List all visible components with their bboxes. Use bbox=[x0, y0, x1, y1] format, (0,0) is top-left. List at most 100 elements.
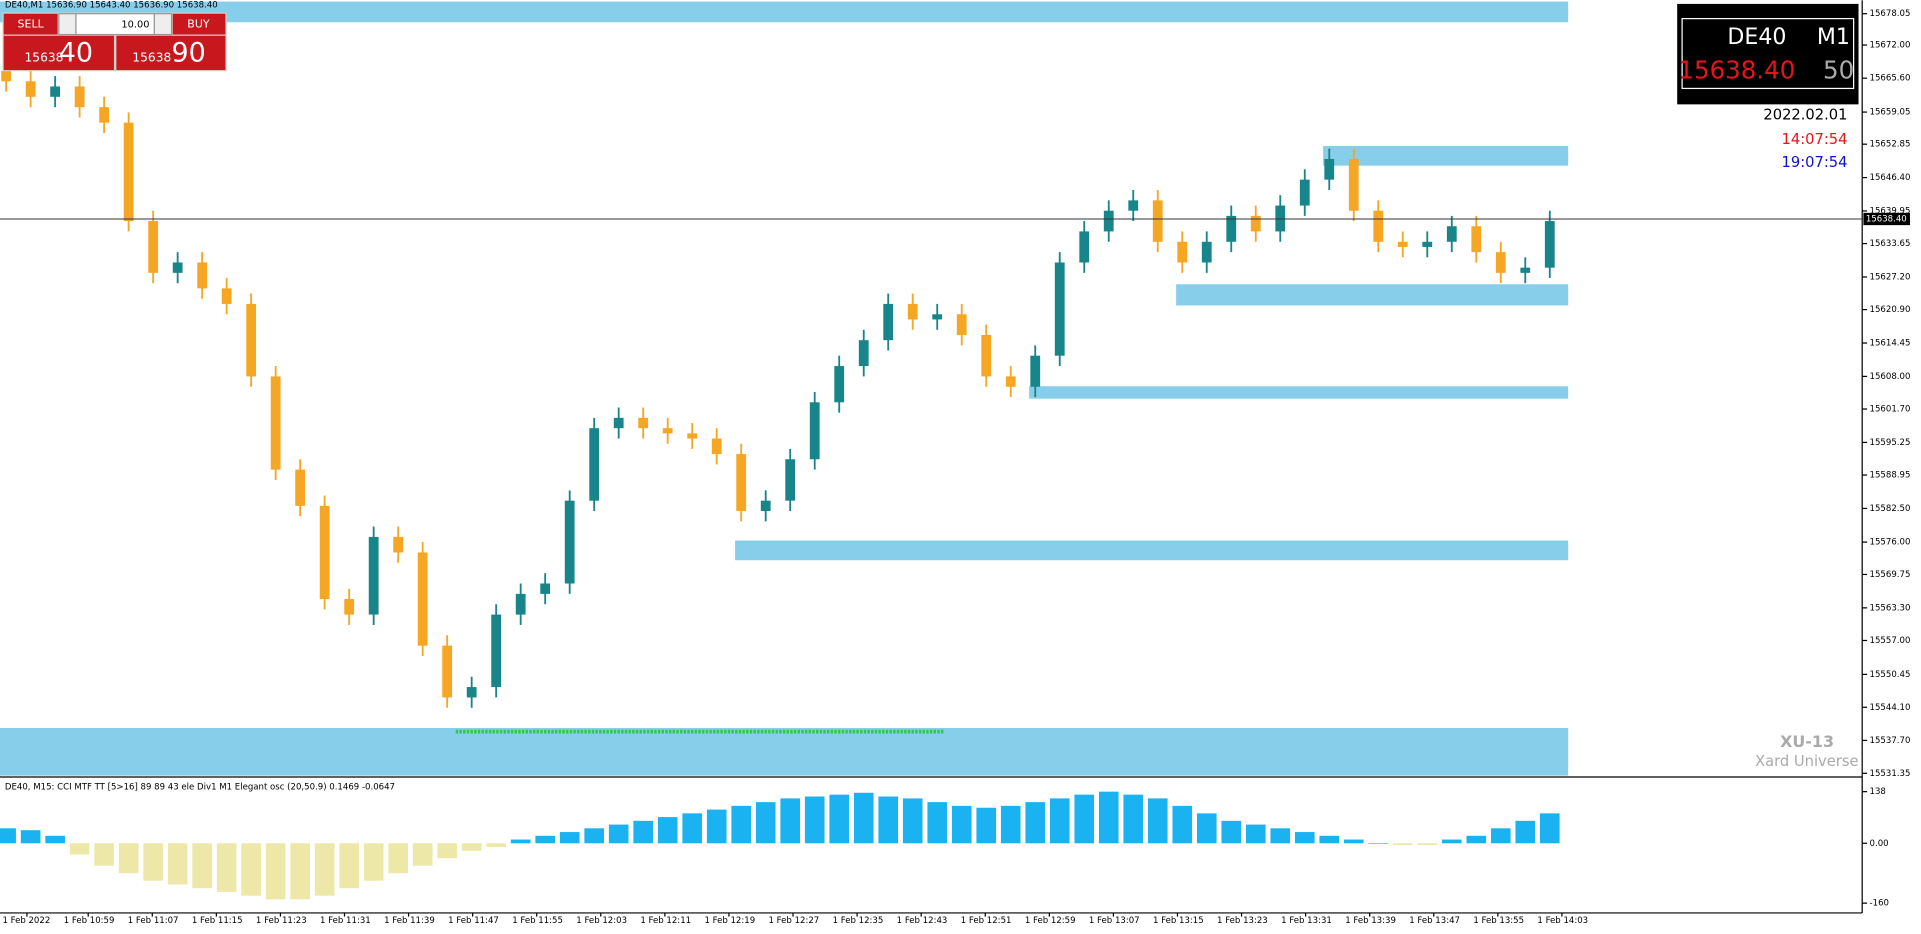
osc-bar bbox=[1490, 828, 1511, 844]
y-tick-label: 15627.20 bbox=[1870, 272, 1911, 282]
candle-body bbox=[1030, 355, 1041, 387]
y-tick-label: 15665.60 bbox=[1870, 74, 1911, 84]
y-tick-label: 15633.65 bbox=[1870, 239, 1911, 249]
sell-button[interactable] bbox=[3, 13, 58, 35]
candle-body bbox=[589, 428, 600, 501]
candle-body bbox=[319, 505, 330, 600]
bid-small[interactable]: 40 bbox=[59, 38, 93, 69]
buy-label[interactable]: BUY bbox=[187, 18, 210, 31]
y-tick-label: 15582.50 bbox=[1870, 504, 1911, 514]
candle-body bbox=[883, 303, 894, 341]
ask-big[interactable]: 15638 bbox=[132, 50, 171, 64]
osc-bar bbox=[314, 843, 335, 896]
y-tick-label: 15620.90 bbox=[1870, 305, 1911, 315]
candle-body bbox=[687, 433, 698, 439]
current-price-tag bbox=[1863, 212, 1910, 226]
candle-body bbox=[932, 314, 943, 320]
osc-bar bbox=[1466, 835, 1487, 844]
candle-body bbox=[834, 366, 845, 403]
osc-bar bbox=[1270, 828, 1291, 844]
candle-body bbox=[613, 417, 624, 429]
y-tick-label: 15563.30 bbox=[1870, 603, 1911, 613]
osc-bar bbox=[363, 843, 384, 881]
osc-bar bbox=[388, 843, 408, 874]
volume-up[interactable] bbox=[153, 13, 173, 36]
candle-body bbox=[1446, 226, 1457, 242]
y-tick-label: 15601.70 bbox=[1870, 405, 1911, 415]
ask-small[interactable]: 90 bbox=[172, 38, 206, 69]
info-price: 15638.40 bbox=[1678, 55, 1795, 84]
candle-body bbox=[172, 262, 183, 273]
candle-body bbox=[148, 221, 159, 273]
osc-bar bbox=[1368, 843, 1389, 844]
zone bbox=[735, 540, 1569, 561]
x-tick-label: 1 Feb 13:47 bbox=[1409, 916, 1460, 926]
ask-box[interactable] bbox=[116, 35, 226, 71]
osc-bar bbox=[608, 824, 629, 844]
x-tick-label: 1 Feb 11:23 bbox=[256, 916, 307, 926]
osc-bar bbox=[1245, 824, 1266, 844]
y-tick-label: 15537.70 bbox=[1870, 736, 1911, 746]
sell-label[interactable]: SELL bbox=[18, 18, 45, 31]
candle-body bbox=[515, 593, 526, 615]
zones bbox=[0, 1, 1569, 776]
bid-big[interactable]: 15638 bbox=[25, 50, 64, 64]
osc-bar bbox=[461, 843, 482, 851]
x-tick-label: 1 Feb 11:15 bbox=[192, 916, 243, 926]
osc-bar bbox=[1098, 791, 1119, 844]
y-tick-label: 15639.95 bbox=[1870, 206, 1911, 216]
osc-bar bbox=[437, 843, 457, 859]
candle-body bbox=[1054, 262, 1065, 356]
info-box: DE40 M1 15638.40 50 2022.02.01 14:07:54 … bbox=[1677, 3, 1859, 171]
x-tick-label: 1 Feb 12:27 bbox=[769, 916, 820, 926]
candle-body bbox=[393, 536, 404, 553]
candle-body bbox=[858, 340, 869, 367]
osc-bar bbox=[559, 832, 580, 844]
x-tick-label: 1 Feb 11:55 bbox=[512, 916, 563, 926]
y-tick-label: 15576.00 bbox=[1870, 538, 1911, 548]
bid-box[interactable] bbox=[3, 35, 114, 71]
y-tick-label: 15646.40 bbox=[1870, 173, 1911, 183]
osc-bar bbox=[167, 843, 188, 885]
zone bbox=[0, 1, 1569, 23]
candle-body bbox=[491, 614, 502, 688]
zone bbox=[0, 727, 1569, 776]
y-tick-label: 15652.85 bbox=[1870, 140, 1911, 150]
volume-value[interactable]: 10.00 bbox=[121, 20, 149, 31]
osc-bar bbox=[927, 802, 948, 844]
osc-bar bbox=[192, 843, 212, 889]
osc-bar bbox=[902, 798, 923, 844]
osc-bar bbox=[45, 835, 65, 844]
osc-bar bbox=[1049, 798, 1070, 844]
osc-bar bbox=[657, 817, 678, 844]
osc-bar bbox=[829, 794, 850, 844]
osc-tick-label: 0.00 bbox=[1870, 839, 1889, 849]
candle-body bbox=[466, 687, 477, 698]
buy-button[interactable] bbox=[172, 13, 226, 35]
x-tick-label: 1 Feb 11:07 bbox=[128, 916, 179, 926]
candle-body bbox=[540, 583, 551, 594]
x-tick-label: 1 Feb 12:59 bbox=[1025, 916, 1076, 926]
oscillator: 138 0.00 -160 bbox=[0, 787, 1889, 909]
candle-body bbox=[662, 428, 673, 434]
osc-bar bbox=[1539, 813, 1560, 844]
osc-bar bbox=[510, 839, 531, 844]
osc-bar bbox=[584, 828, 604, 844]
osc-bar bbox=[486, 843, 506, 848]
osc-bar bbox=[1172, 805, 1193, 844]
x-tick-label: 1 Feb 13:55 bbox=[1473, 916, 1524, 926]
osc-bar bbox=[1319, 835, 1340, 844]
y-tick-label: 15588.95 bbox=[1870, 471, 1911, 481]
osc-bar bbox=[118, 843, 139, 874]
volume-down[interactable] bbox=[58, 13, 77, 36]
x-tick-label: 1 Feb 13:39 bbox=[1345, 916, 1396, 926]
osc-bar bbox=[265, 843, 286, 900]
oscillator-title: DE40, M15: CCI MTF TT [5>16] 89 89 43 el… bbox=[5, 782, 395, 792]
osc-bar bbox=[1392, 843, 1413, 846]
osc-bar bbox=[1074, 794, 1095, 844]
osc-bar bbox=[1196, 813, 1217, 844]
y-tick-label: 15550.45 bbox=[1870, 670, 1911, 680]
candle-body bbox=[246, 303, 257, 377]
candle-body bbox=[368, 536, 379, 615]
